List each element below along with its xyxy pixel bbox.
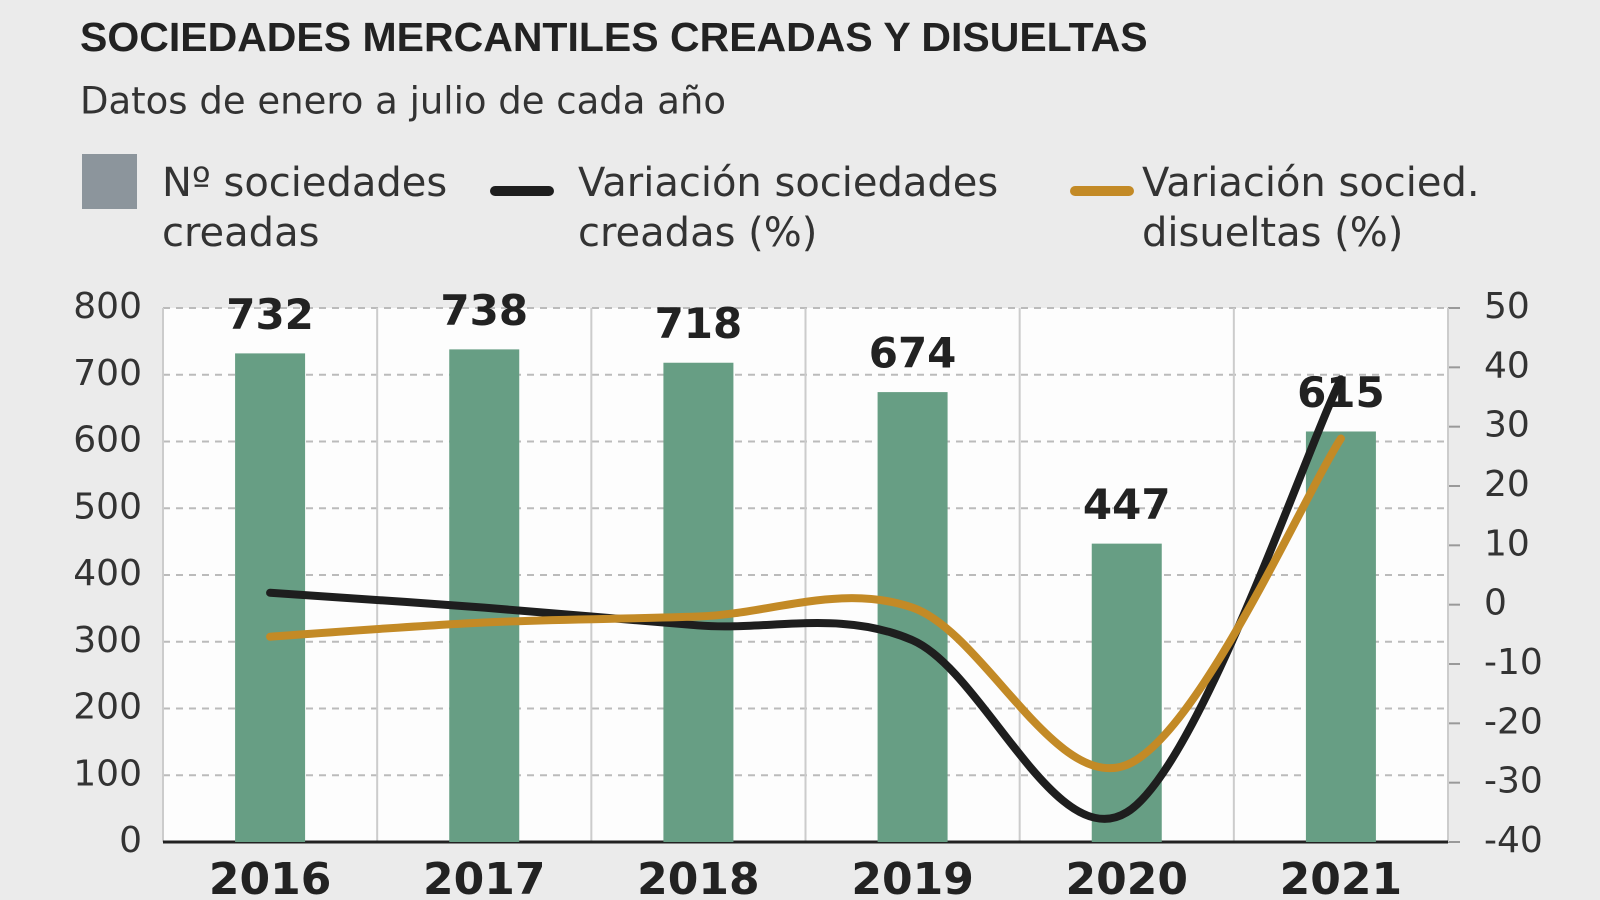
y-tick-label: 800 <box>73 286 142 327</box>
bar <box>663 362 734 842</box>
legend-label: Variación sociedades creadas (%) <box>578 160 999 256</box>
bar <box>1305 431 1376 842</box>
y2-tick-label: -30 <box>1484 761 1543 802</box>
y2-tick-label: 20 <box>1484 464 1530 505</box>
y2-tick-label: 10 <box>1484 523 1530 564</box>
y2-tick-label: 30 <box>1484 405 1530 446</box>
y-tick-label: 0 <box>119 820 142 861</box>
chart-title: SOCIEDADES MERCANTILES CREADAS Y DISUELT… <box>80 14 1148 60</box>
data-label: 718 <box>655 299 743 348</box>
legend-label: Variación socied. disueltas (%) <box>1142 160 1480 256</box>
line <box>266 375 1345 823</box>
y-tick-label: 300 <box>73 620 142 661</box>
chart-subtitle: Datos de enero a julio de cada año <box>80 80 726 123</box>
data-label: 738 <box>440 286 528 335</box>
y-tick-label: 700 <box>73 353 142 394</box>
y-tick-label: 500 <box>73 486 142 527</box>
y2-tick-label: -10 <box>1484 642 1543 683</box>
bar <box>449 349 520 842</box>
legend-swatch <box>1070 186 1134 196</box>
bar <box>1091 543 1162 842</box>
legend-label: Nº sociedades creadas <box>162 160 448 256</box>
x-tick-label: 2016 <box>209 854 331 900</box>
x-tick-label: 2020 <box>1066 854 1188 900</box>
x-tick-label: 2017 <box>423 854 545 900</box>
legend-swatch <box>82 154 137 209</box>
line <box>266 434 1345 772</box>
y-tick-label: 100 <box>73 753 142 794</box>
x-tick-label: 2021 <box>1280 854 1402 900</box>
y-tick-label: 200 <box>73 687 142 728</box>
x-tick-label: 2019 <box>851 854 973 900</box>
y-tick-label: 400 <box>73 553 142 594</box>
legend-swatch <box>490 186 554 196</box>
y2-tick-label: -20 <box>1484 701 1543 742</box>
y-tick-label: 600 <box>73 420 142 461</box>
x-tick-label: 2018 <box>637 854 759 900</box>
y2-tick-label: 50 <box>1484 286 1530 327</box>
data-label: 732 <box>226 290 314 339</box>
data-label: 447 <box>1083 480 1171 529</box>
data-label: 674 <box>869 329 957 378</box>
y2-tick-label: -40 <box>1484 820 1543 861</box>
y2-tick-label: 40 <box>1484 345 1530 386</box>
y2-tick-label: 0 <box>1484 583 1507 624</box>
